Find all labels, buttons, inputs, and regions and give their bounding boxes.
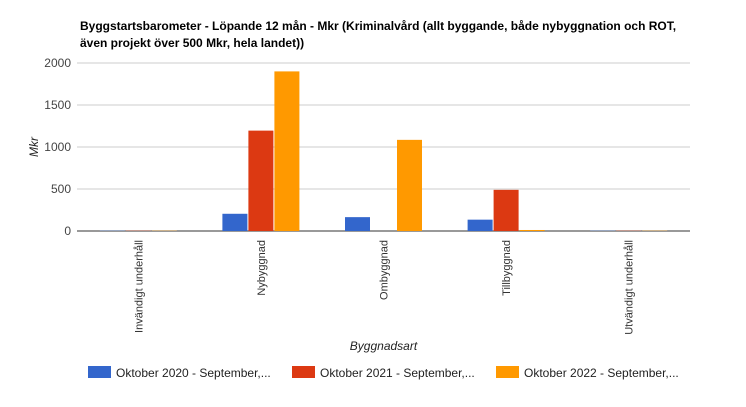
chart-title-line-1: Byggstartsbarometer - Löpande 12 mån - M… (80, 19, 677, 33)
chart-title-line-2: även projekt över 500 Mkr, hela landet)) (80, 36, 305, 50)
bar (397, 139, 422, 231)
x-tick-label: Nybyggnad (256, 240, 268, 296)
bar (248, 130, 274, 231)
y-tick-label: 500 (51, 182, 71, 196)
bar (222, 213, 248, 231)
bar (519, 229, 545, 231)
legend-label: Oktober 2022 - September,... (524, 366, 679, 380)
legend-label: Oktober 2020 - September,... (116, 366, 271, 380)
x-tick-label: Ombyggnad (379, 240, 391, 300)
bar (345, 217, 370, 231)
y-tick-label: 0 (64, 224, 71, 238)
bar (493, 189, 519, 231)
bar (467, 219, 493, 231)
x-axis-title: Byggnadsart (350, 339, 418, 353)
y-tick-label: 2000 (44, 56, 71, 70)
legend-swatch (292, 366, 315, 378)
x-tick-label: Utvändigt underhåll (624, 240, 636, 335)
bar (274, 71, 300, 232)
x-tick-label: Tillbyggnad (501, 240, 513, 296)
legend-swatch (88, 366, 111, 378)
legend-label: Oktober 2021 - September,... (320, 366, 475, 380)
x-tick-label: Invändigt underhåll (133, 240, 145, 333)
y-tick-label: 1500 (44, 98, 71, 112)
y-tick-label: 1000 (44, 140, 71, 154)
legend-swatch (496, 366, 519, 378)
y-axis-title: Mkr (27, 136, 41, 157)
